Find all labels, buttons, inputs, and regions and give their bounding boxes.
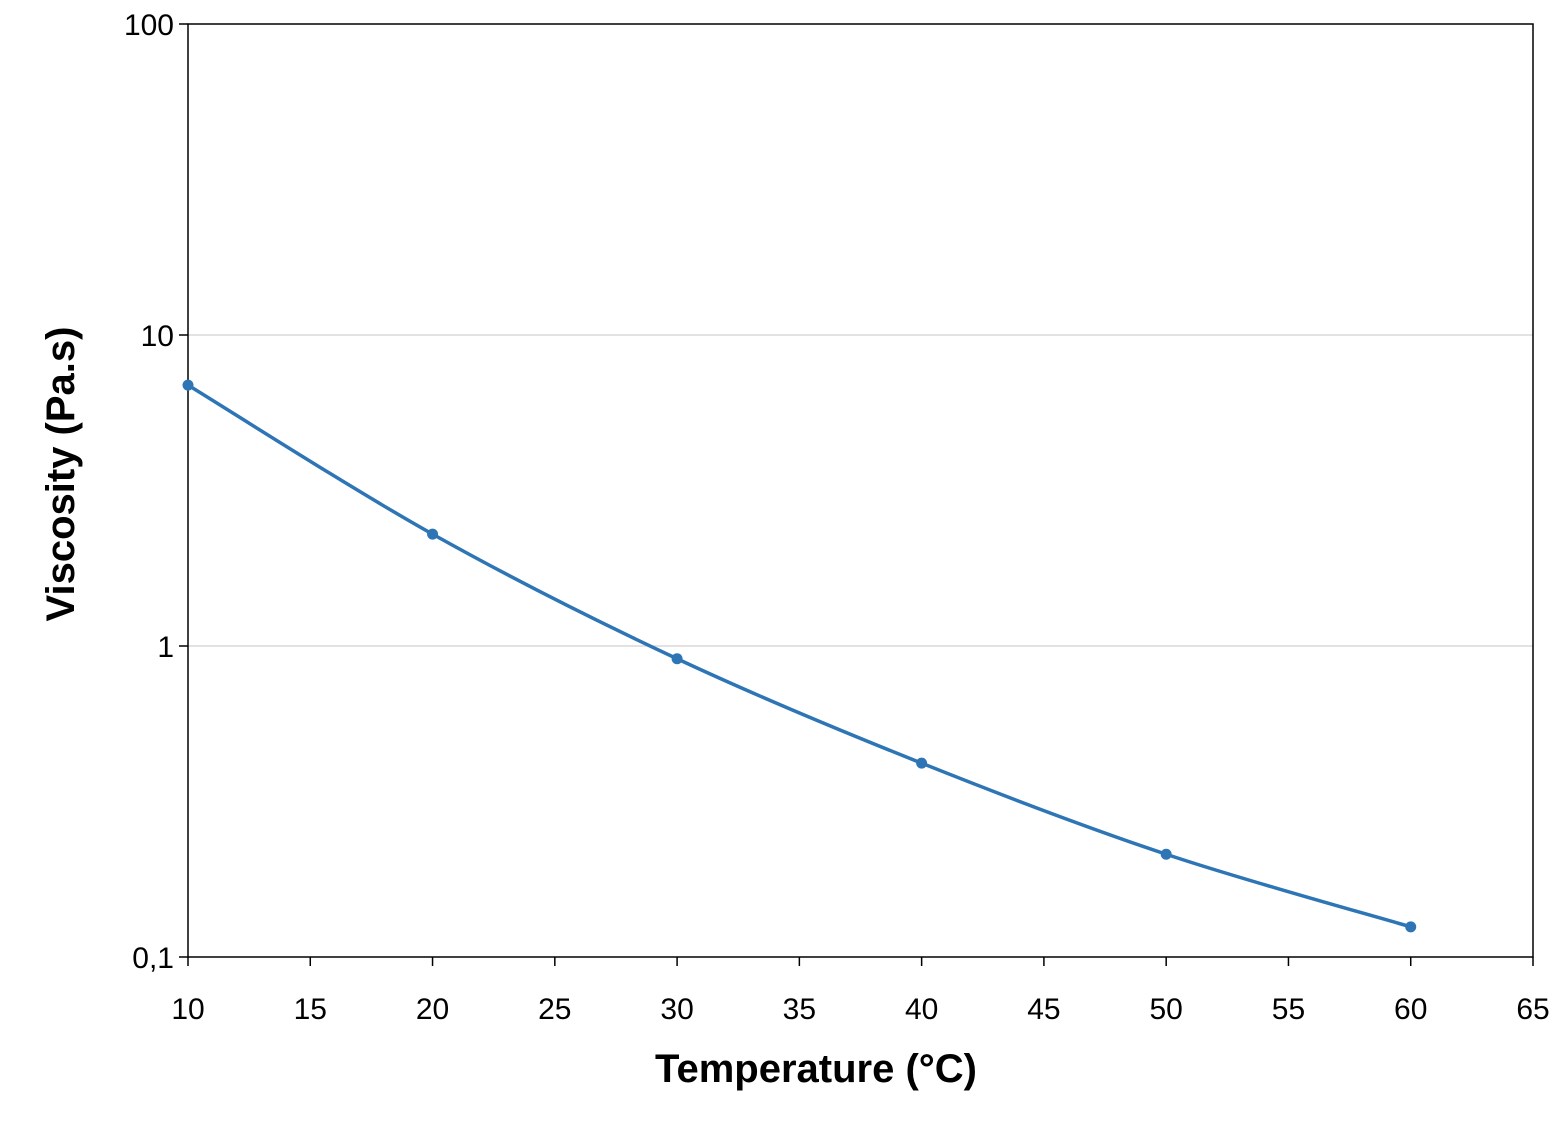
gridlines	[188, 334, 1533, 647]
x-tick-label: 25	[538, 993, 571, 1026]
x-axis-label: Temperature (°C)	[655, 1047, 977, 1091]
plot-area-frame	[187, 23, 1534, 958]
x-tick-label: 20	[416, 993, 449, 1026]
data-point	[671, 653, 683, 665]
x-tick-label: 30	[660, 993, 693, 1026]
y-axis-label: Viscosity (Pa.s)	[39, 327, 83, 622]
x-tick-label: 65	[1516, 993, 1549, 1026]
x-tick-label: 50	[1149, 993, 1182, 1026]
x-tick-label: 40	[905, 993, 938, 1026]
series-group	[182, 379, 1417, 933]
series-line	[187, 383, 1412, 929]
y-tick-label: 10	[141, 320, 174, 353]
x-tick-label: 45	[1027, 993, 1060, 1026]
data-point	[1405, 921, 1417, 933]
x-tick-label: 15	[294, 993, 327, 1026]
data-point	[916, 757, 928, 769]
x-tick-label: 55	[1272, 993, 1305, 1026]
data-point	[427, 528, 439, 540]
y-tick-label: 1	[157, 631, 174, 664]
x-axis-ticks: 10 15 20 25 30 35 40 45 50 55 60 65	[171, 957, 1550, 1026]
data-point	[1160, 848, 1172, 860]
x-tick-label: 35	[783, 993, 816, 1026]
y-axis-ticks: 0,1 1 10 100	[124, 9, 188, 975]
y-tick-label: 0,1	[132, 942, 174, 975]
y-tick-label: 100	[124, 9, 174, 42]
data-point	[182, 379, 194, 391]
x-tick-label: 10	[171, 993, 204, 1026]
x-tick-label: 60	[1394, 993, 1427, 1026]
